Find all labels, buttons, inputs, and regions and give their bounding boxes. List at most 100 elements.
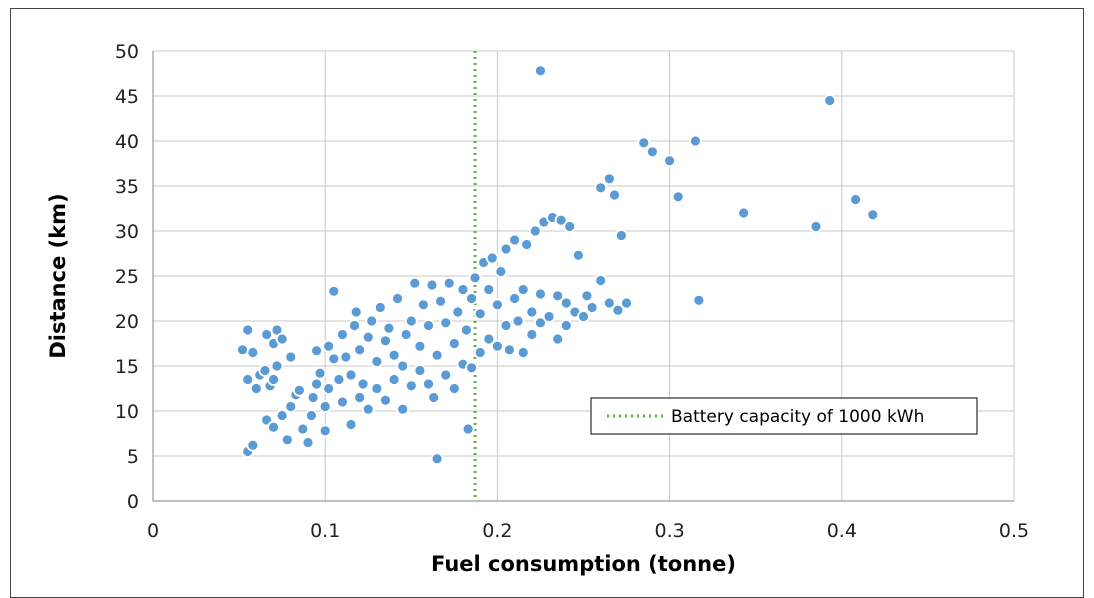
y-tick-label: 20	[115, 311, 139, 333]
y-tick-label: 45	[115, 86, 139, 108]
data-point	[442, 276, 456, 290]
data-point	[404, 379, 418, 393]
data-point	[322, 339, 336, 353]
data-point	[482, 283, 496, 296]
data-point	[332, 373, 346, 386]
data-point	[348, 319, 361, 332]
data-point	[301, 436, 315, 449]
data-point	[427, 391, 441, 404]
data-point	[608, 188, 621, 202]
data-point	[399, 328, 413, 341]
data-point	[499, 242, 513, 256]
x-tick-label: 0	[147, 520, 159, 542]
data-point	[422, 377, 435, 391]
data-point	[482, 332, 496, 346]
legend: Battery capacity of 1000 kWh	[590, 397, 978, 435]
data-point	[361, 402, 375, 416]
data-point	[416, 298, 430, 312]
data-point	[336, 395, 349, 409]
data-point	[490, 339, 504, 353]
data-point	[275, 409, 289, 422]
data-point	[305, 409, 318, 422]
data-point	[336, 328, 349, 341]
data-point	[404, 314, 418, 328]
y-tick-label: 10	[115, 401, 139, 423]
data-point	[275, 332, 289, 346]
data-point	[559, 319, 573, 332]
data-point	[534, 287, 547, 301]
data-point	[349, 305, 363, 319]
data-point	[528, 224, 542, 238]
y-tick-label: 50	[115, 41, 139, 63]
data-point	[284, 400, 298, 413]
data-point	[280, 433, 294, 447]
data-point	[468, 271, 482, 285]
data-point	[365, 314, 379, 328]
data-point	[585, 301, 599, 314]
data-point	[387, 373, 401, 386]
data-point	[249, 382, 263, 395]
data-point	[823, 94, 837, 107]
data-point	[465, 361, 478, 375]
data-point	[620, 296, 633, 310]
data-point	[737, 206, 751, 220]
data-point	[637, 136, 651, 150]
data-point	[439, 368, 453, 382]
data-point	[809, 220, 823, 233]
data-point	[353, 343, 367, 357]
data-point	[270, 359, 284, 373]
data-point	[370, 382, 384, 395]
data-point	[559, 296, 573, 310]
data-point	[241, 323, 255, 337]
data-point	[344, 418, 358, 431]
data-point	[534, 64, 547, 78]
data-point	[396, 402, 410, 416]
data-point	[460, 323, 473, 337]
x-tick-label: 0.2	[482, 520, 512, 542]
data-point	[473, 346, 487, 359]
data-point	[490, 298, 504, 312]
data-point	[430, 452, 444, 466]
data-point	[373, 301, 387, 314]
x-axis-label: Fuel consumption (tonne)	[431, 552, 736, 576]
x-tick-label: 0.4	[827, 520, 857, 542]
data-point	[451, 305, 465, 319]
data-point	[551, 332, 565, 346]
data-point	[571, 248, 585, 262]
data-point	[447, 382, 461, 395]
data-point	[594, 181, 608, 195]
x-tick-label: 0.1	[310, 520, 340, 542]
data-point	[516, 283, 530, 296]
data-point	[525, 328, 539, 341]
data-point	[260, 328, 274, 341]
data-point	[516, 346, 530, 359]
y-tick-label: 30	[115, 221, 139, 243]
data-point	[422, 319, 435, 332]
data-point	[866, 208, 880, 222]
data-point	[508, 292, 522, 305]
data-point	[430, 348, 444, 362]
data-point	[246, 346, 260, 359]
data-point	[614, 229, 628, 242]
data-point	[396, 359, 410, 373]
data-point	[322, 382, 336, 395]
data-point	[361, 330, 375, 344]
data-point	[663, 154, 676, 168]
data-point	[534, 316, 547, 330]
data-point	[408, 276, 422, 290]
data-point	[554, 213, 568, 227]
data-point	[387, 348, 401, 362]
data-point	[671, 190, 685, 204]
data-point	[413, 339, 427, 353]
data-point	[542, 310, 556, 323]
data-point	[692, 293, 706, 307]
y-tick-label: 15	[115, 356, 139, 378]
data-point	[520, 238, 534, 251]
data-point	[292, 383, 306, 397]
data-point	[577, 310, 590, 323]
data-point	[310, 377, 323, 391]
data-points	[236, 64, 880, 466]
data-point	[296, 422, 310, 436]
y-tick-label: 40	[115, 131, 139, 153]
data-point	[447, 337, 461, 350]
